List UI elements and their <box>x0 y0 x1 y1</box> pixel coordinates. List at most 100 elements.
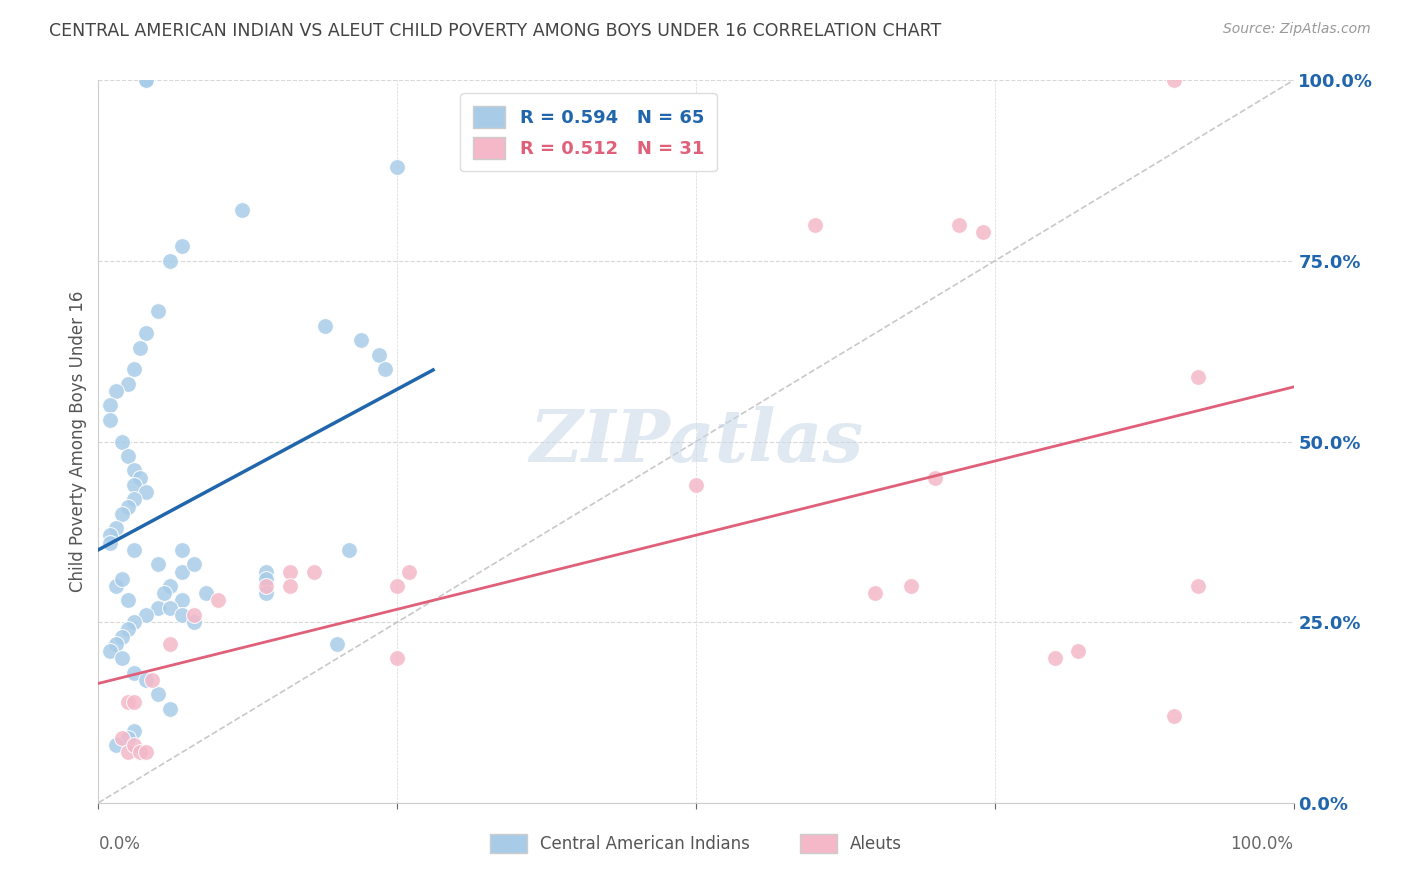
Point <box>105 521 128 535</box>
Point <box>98 644 122 658</box>
Point <box>1043 651 1066 665</box>
Point <box>117 745 139 759</box>
Point <box>207 593 229 607</box>
Point <box>254 579 277 593</box>
Point <box>117 500 139 514</box>
Point <box>278 579 301 593</box>
Point <box>1163 709 1185 723</box>
Point <box>141 673 163 687</box>
Point <box>129 745 152 759</box>
Point <box>111 731 134 745</box>
Point <box>124 492 146 507</box>
Point <box>172 565 194 579</box>
Point <box>124 665 146 680</box>
Point <box>117 623 139 637</box>
Point <box>105 384 128 398</box>
Point <box>98 398 122 412</box>
Point <box>172 542 194 557</box>
Point <box>183 558 205 572</box>
Point <box>135 673 157 687</box>
Point <box>135 326 157 340</box>
Point <box>159 253 181 268</box>
Point <box>326 637 349 651</box>
Point <box>111 434 134 449</box>
Point <box>398 565 420 579</box>
Point <box>111 651 134 665</box>
Point <box>98 535 122 549</box>
Point <box>159 600 181 615</box>
Point <box>117 449 139 463</box>
Point <box>98 413 122 427</box>
Point <box>254 586 277 600</box>
Point <box>385 579 409 593</box>
Point <box>124 463 146 477</box>
Text: CENTRAL AMERICAN INDIAN VS ALEUT CHILD POVERTY AMONG BOYS UNDER 16 CORRELATION C: CENTRAL AMERICAN INDIAN VS ALEUT CHILD P… <box>49 22 942 40</box>
Point <box>135 485 157 500</box>
Point <box>124 738 146 752</box>
Point <box>124 723 146 738</box>
Point <box>148 687 170 701</box>
Text: Source: ZipAtlas.com: Source: ZipAtlas.com <box>1223 22 1371 37</box>
Text: 0.0%: 0.0% <box>98 835 141 854</box>
Point <box>1163 73 1185 87</box>
Point <box>124 615 146 630</box>
Point <box>159 702 181 716</box>
Text: ZIPatlas: ZIPatlas <box>529 406 863 477</box>
Point <box>159 579 181 593</box>
Point <box>183 607 205 622</box>
Point <box>135 73 157 87</box>
Y-axis label: Child Poverty Among Boys Under 16: Child Poverty Among Boys Under 16 <box>69 291 87 592</box>
Point <box>183 615 205 630</box>
Point <box>385 651 409 665</box>
Point <box>111 507 134 521</box>
Point <box>105 738 128 752</box>
Point <box>972 225 994 239</box>
Point <box>124 362 146 376</box>
Point <box>385 160 409 174</box>
Point <box>804 218 827 232</box>
Point <box>315 318 337 333</box>
Point <box>135 607 157 622</box>
Point <box>117 376 139 391</box>
Point <box>1187 369 1209 384</box>
Legend: Central American Indians, Aleuts: Central American Indians, Aleuts <box>484 827 908 860</box>
Point <box>153 586 176 600</box>
Point <box>231 203 253 218</box>
Point <box>98 528 122 542</box>
Point <box>374 362 396 376</box>
Point <box>105 637 128 651</box>
Point <box>302 565 325 579</box>
Point <box>148 558 170 572</box>
Point <box>172 593 194 607</box>
Point <box>111 630 134 644</box>
Point <box>278 565 301 579</box>
Point <box>924 470 946 484</box>
Point <box>148 304 170 318</box>
Point <box>900 579 922 593</box>
Point <box>1067 644 1090 658</box>
Point <box>172 607 194 622</box>
Point <box>135 73 157 87</box>
Point <box>124 542 146 557</box>
Text: 100.0%: 100.0% <box>1230 835 1294 854</box>
Point <box>1187 579 1209 593</box>
Point <box>254 572 277 586</box>
Point <box>685 478 707 492</box>
Point <box>105 579 128 593</box>
Point <box>368 348 391 362</box>
Point <box>117 695 139 709</box>
Point <box>350 334 373 348</box>
Point <box>117 593 139 607</box>
Point <box>148 600 170 615</box>
Point <box>865 586 887 600</box>
Point <box>172 239 194 253</box>
Point <box>124 695 146 709</box>
Point <box>135 745 157 759</box>
Point <box>124 478 146 492</box>
Point <box>117 731 139 745</box>
Point <box>111 572 134 586</box>
Point <box>339 542 361 557</box>
Point <box>254 565 277 579</box>
Point <box>129 470 152 484</box>
Point <box>129 341 152 355</box>
